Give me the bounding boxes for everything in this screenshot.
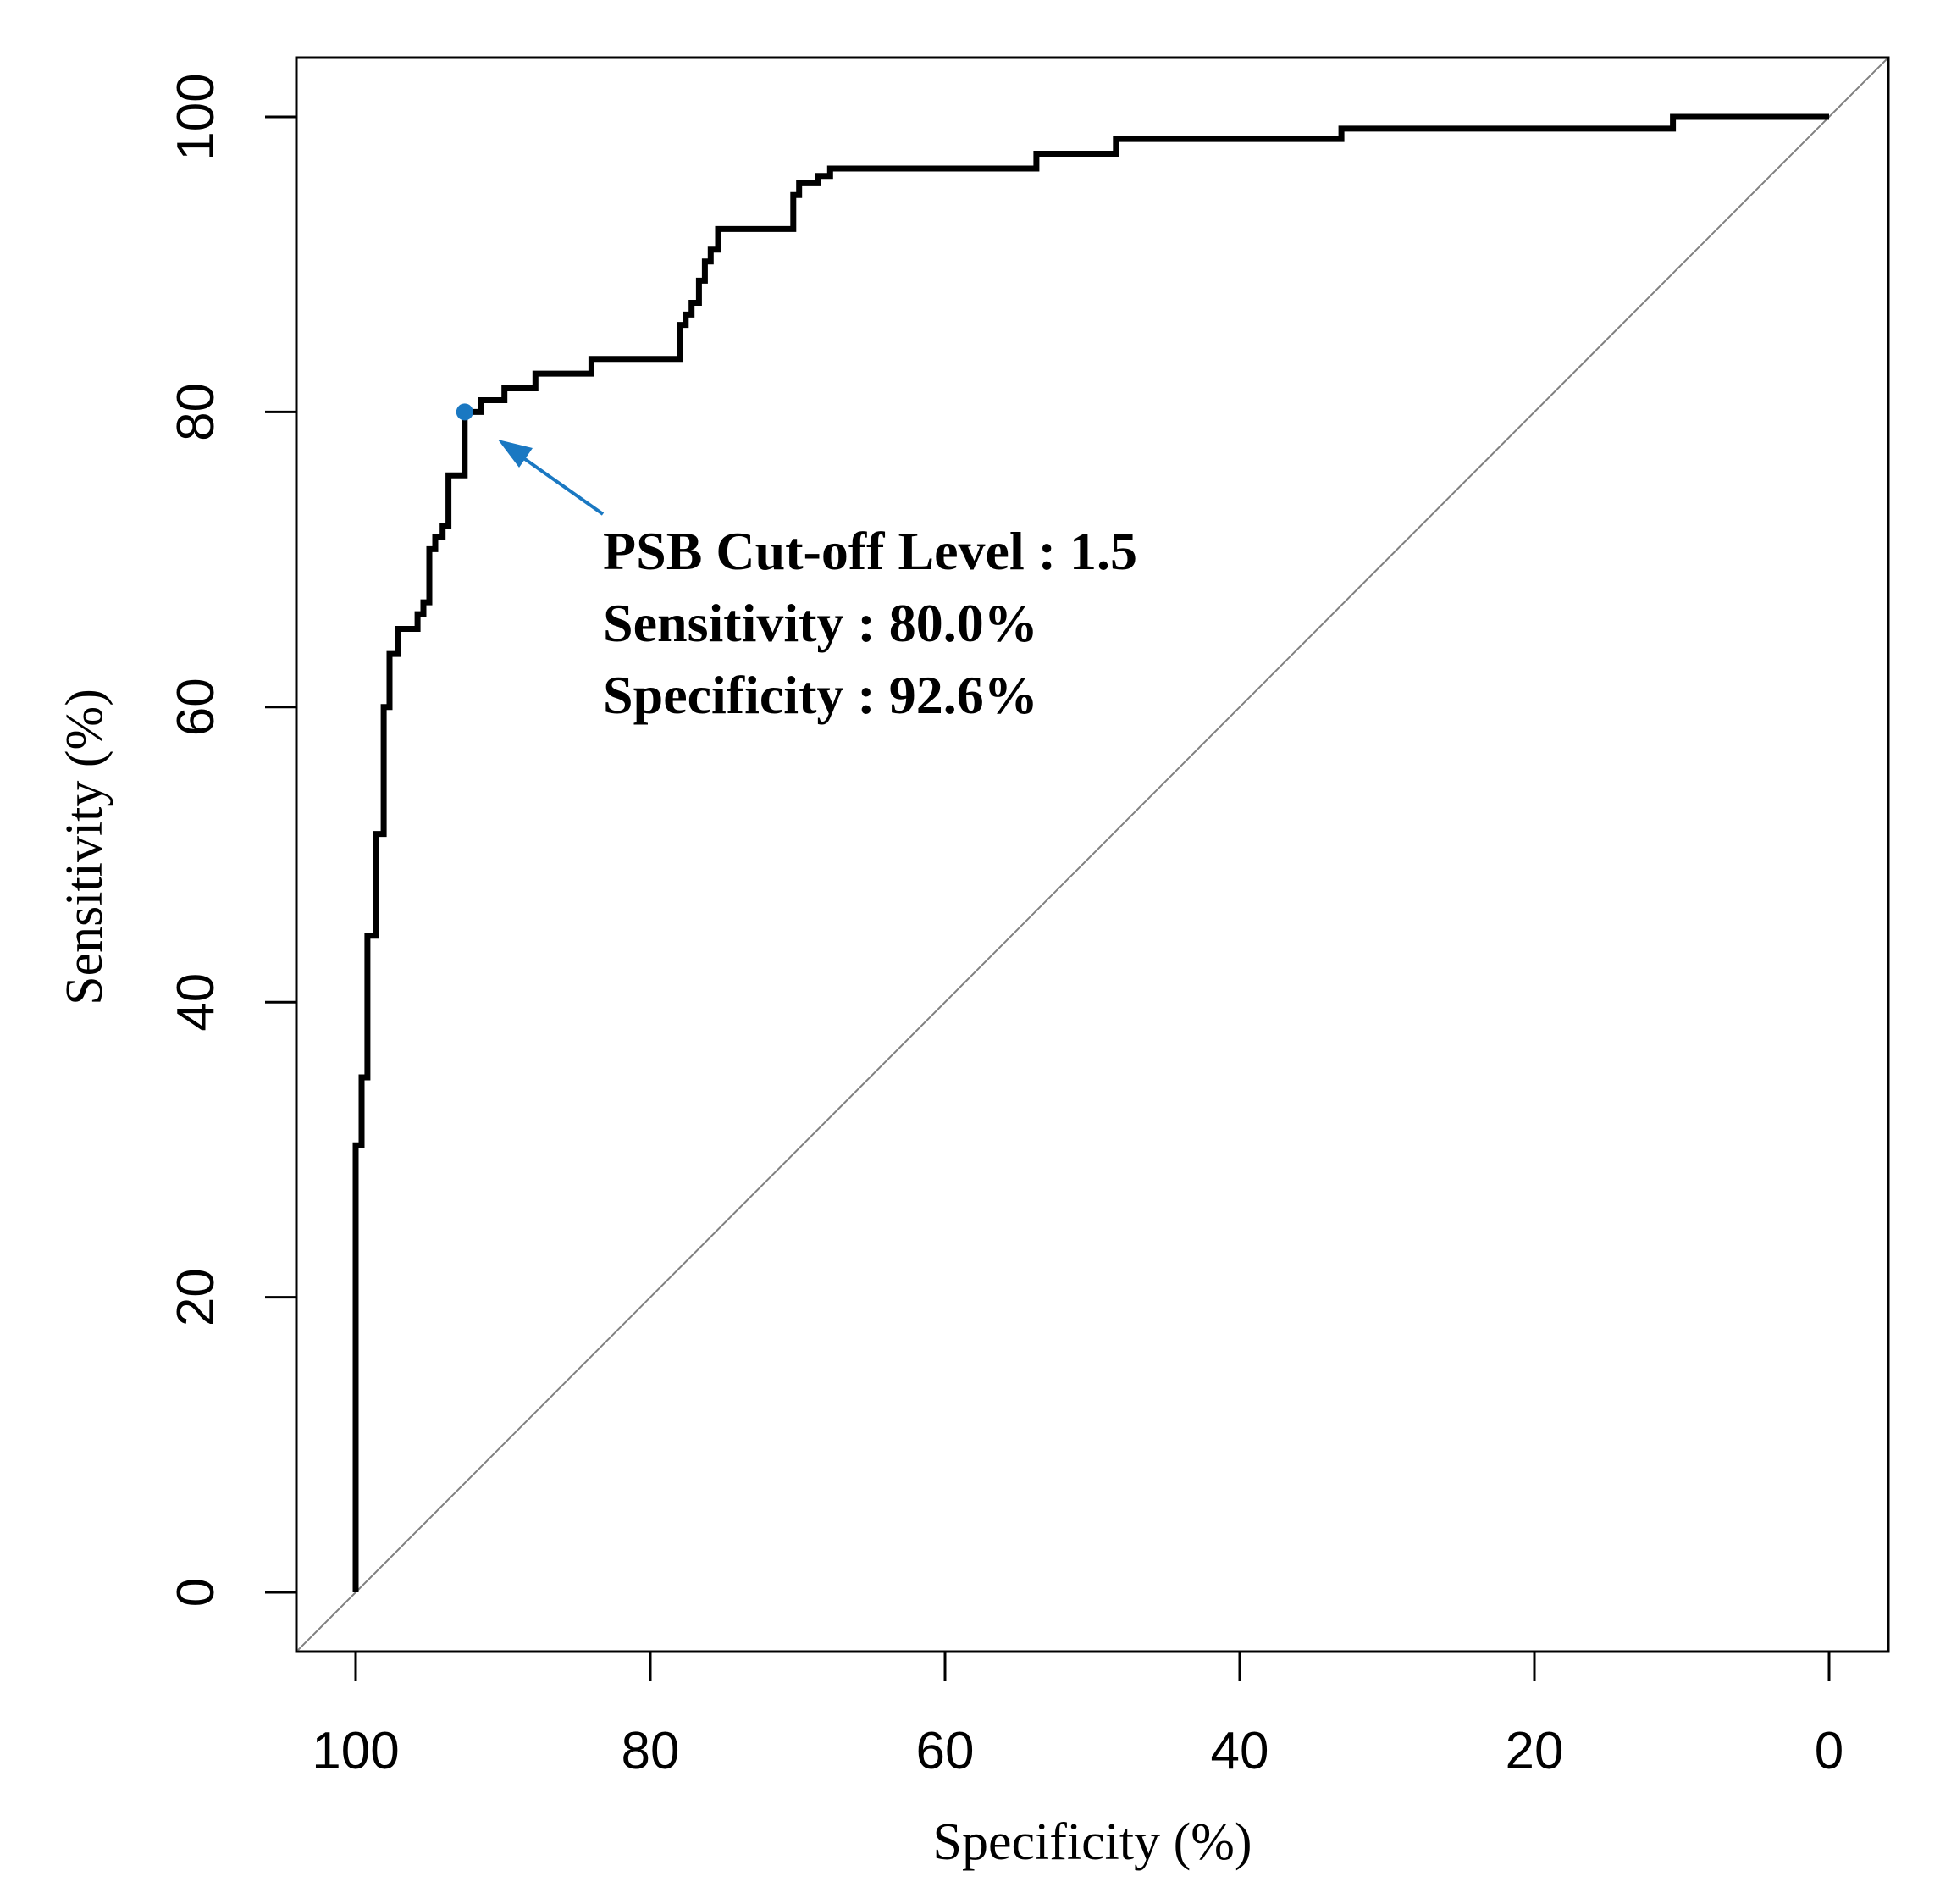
annotation-arrow-shaft: [515, 451, 605, 516]
x-tick-label: 60: [916, 1722, 975, 1780]
x-tick-label: 100: [312, 1722, 399, 1780]
x-tick-label: 40: [1211, 1722, 1269, 1780]
annotation-arrow-head: [498, 440, 533, 468]
y-tick-label: 60: [167, 678, 225, 736]
annotation: PSB Cut-off Level : 1.5 Sensitivity : 80…: [498, 440, 1137, 725]
annotation-line-specificity: Specificity : 92.6%: [603, 665, 1038, 725]
x-tick-label: 0: [1815, 1722, 1843, 1780]
x-tick-label: 20: [1506, 1722, 1564, 1780]
y-tick-label: 20: [167, 1268, 225, 1326]
annotation-line-sensitivity: Sensitivity : 80.0%: [603, 593, 1038, 653]
x-axis-title: Specificity (%): [932, 1813, 1252, 1871]
cutoff-point-marker: [456, 403, 473, 421]
y-tick-label: 0: [167, 1578, 225, 1607]
y-tick-label: 80: [167, 383, 225, 441]
y-axis-title: Sensitivity (%): [56, 689, 113, 1005]
annotation-line-cutoff: PSB Cut-off Level : 1.5: [603, 521, 1137, 581]
x-tick-label: 80: [622, 1722, 680, 1780]
roc-curve-line: [352, 113, 1829, 1592]
reference-diagonal-line: [297, 58, 1887, 1651]
y-tick-label: 40: [167, 973, 225, 1032]
y-tick-label: 100: [167, 73, 225, 160]
